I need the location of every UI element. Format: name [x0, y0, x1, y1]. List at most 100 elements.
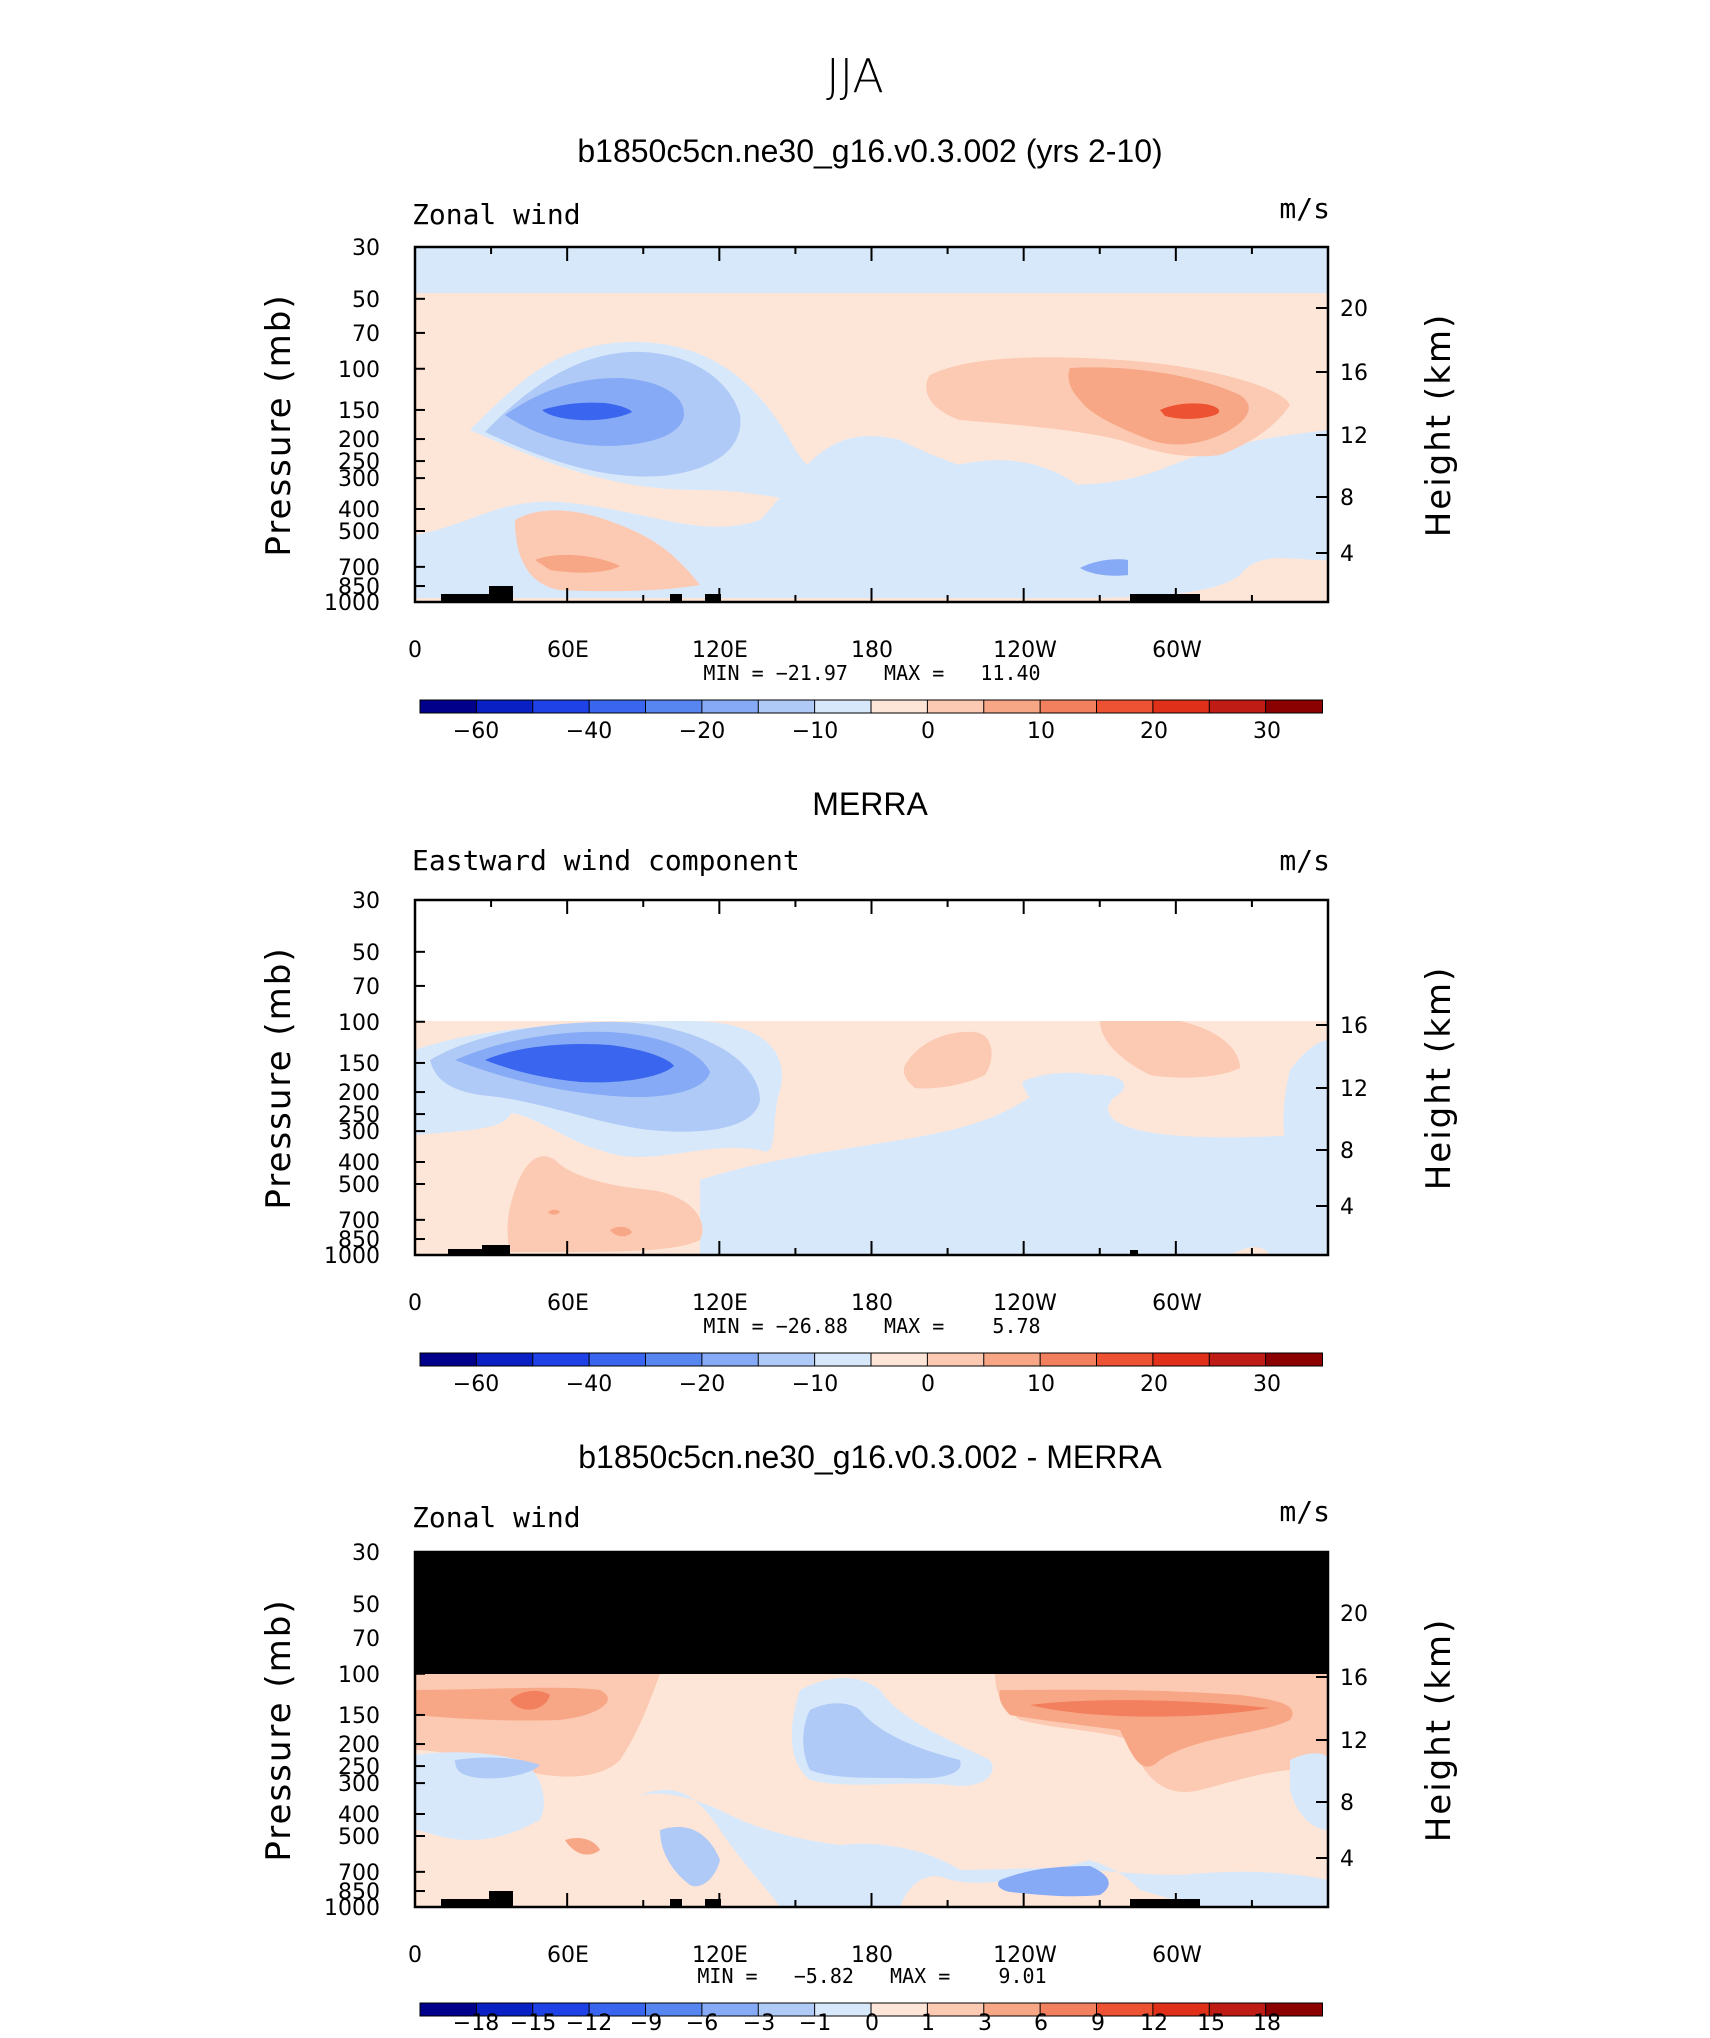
- contour-band-light-blue: [1283, 1040, 1328, 1210]
- y2-tick-label: 8: [1340, 486, 1354, 511]
- colorbar-swatch: [1096, 1352, 1154, 1367]
- y-tick-label: 250: [338, 450, 380, 475]
- colorbar-swatch: [475, 1352, 534, 1367]
- colorbar-swatch: [588, 1352, 647, 1367]
- topography: [705, 594, 721, 602]
- colorbar-label: 20: [1140, 719, 1168, 744]
- topography: [489, 1891, 513, 1907]
- units-label: m/s: [1279, 844, 1330, 877]
- colorbar-swatch: [1265, 2002, 1323, 2017]
- topography: [1130, 1250, 1138, 1255]
- contour-band-mid-blue: [998, 1866, 1109, 1897]
- min-max-stats: MIN = −26.88 MAX = 5.78: [703, 1314, 1040, 1338]
- colorbar-label: −20: [679, 719, 725, 744]
- topography: [441, 1899, 501, 1907]
- x-tick-label: 0: [408, 1291, 422, 1316]
- colorbar-labels: −60 −40 −20 −10 0 10 20 30: [453, 1372, 1281, 1397]
- y-tick-label: 50: [352, 288, 380, 313]
- y2-tick-label: 16: [1340, 1666, 1368, 1691]
- y2-axis: 20 16 12 8 4: [1340, 1602, 1368, 1872]
- y-tick-label: 400: [338, 1803, 380, 1828]
- topography: [670, 1899, 682, 1907]
- y2-axis-label: Height (km): [1419, 1618, 1459, 1843]
- contour-band-blue: [455, 1757, 540, 1779]
- y-tick-label: 50: [352, 1593, 380, 1618]
- y-tick-label: 300: [338, 1120, 380, 1145]
- y2-axis-label: Height (km): [1419, 313, 1459, 538]
- y-axis-label: Pressure (mb): [259, 946, 299, 1209]
- contour-band-light-blue: [1290, 1753, 1328, 1830]
- y-axis: 30 50 70 100 150 200 250 300 400 500 700…: [324, 236, 380, 616]
- y-tick-label: 400: [338, 498, 380, 523]
- colorbar-label: −12: [566, 2011, 612, 2036]
- colorbar-label: −60: [453, 1372, 499, 1397]
- y2-tick-label: 8: [1340, 1791, 1354, 1816]
- y-tick-label: 150: [338, 1704, 380, 1729]
- colorbar-swatch: [1208, 699, 1267, 714]
- y2-tick-label: 20: [1340, 297, 1368, 322]
- y-tick-label: 1000: [324, 1896, 380, 1921]
- colorbar-swatch: [870, 699, 929, 714]
- y-tick-label: 30: [352, 889, 380, 914]
- colorbar-label: 0: [921, 719, 935, 744]
- units-label: m/s: [1279, 1495, 1330, 1528]
- colorbar-swatch: [475, 699, 534, 714]
- colorbar-swatch: [814, 1352, 872, 1367]
- plot-area: [413, 1550, 1330, 1909]
- contour-band-mid: [415, 1687, 608, 1721]
- contour-band-lowlevel-mid: [535, 554, 620, 573]
- y-tick-label: 100: [338, 1663, 380, 1688]
- colorbar-swatch: [532, 1352, 591, 1367]
- y-tick-label: 850: [338, 1228, 380, 1253]
- colorbar-swatch: [532, 699, 591, 714]
- colorbar-label: −6: [686, 2011, 718, 2036]
- contour-band-westerly-light: [903, 1031, 992, 1089]
- colorbar-swatch: [926, 2002, 985, 2017]
- colorbar-labels: −60 −40 −20 −10 0 10 20 30: [453, 719, 1281, 744]
- contour-band-lowlevel-mid: [610, 1226, 632, 1237]
- left-label: Zonal wind: [412, 198, 581, 231]
- colorbar-label: 30: [1253, 1372, 1281, 1397]
- y-tick-label: 250: [338, 1103, 380, 1128]
- y-tick-label: 30: [352, 1541, 380, 1566]
- colorbar-label: 6: [1034, 2011, 1048, 2036]
- topography: [670, 594, 682, 602]
- colorbar-label: −10: [792, 719, 838, 744]
- colorbar-swatch: [814, 699, 872, 714]
- y-tick-label: 100: [338, 1011, 380, 1036]
- colorbar-label: 0: [921, 1372, 935, 1397]
- colorbar-label: 10: [1027, 719, 1055, 744]
- colorbar-label: 3: [978, 2011, 992, 2036]
- colorbar-swatch: [926, 699, 985, 714]
- contour-band-blue: [803, 1703, 961, 1779]
- colorbar-swatch: [1208, 1352, 1267, 1367]
- y2-tick-label: 12: [1340, 1729, 1368, 1754]
- colorbar-swatch: [1152, 699, 1211, 714]
- colorbar-label: 12: [1140, 2011, 1168, 2036]
- colorbar-label: −1: [799, 2011, 831, 2036]
- colorbar-swatch: [1152, 1352, 1211, 1367]
- panel-obs: MERRA Eastward wind component m/s 0: [259, 786, 1459, 1397]
- colorbar-swatch: [870, 1352, 929, 1367]
- colorbar: [419, 699, 1323, 714]
- topography: [441, 594, 501, 602]
- topography: [489, 586, 513, 602]
- x-tick-label: 180: [851, 638, 893, 663]
- colorbar-label: 0: [865, 2011, 879, 2036]
- y2-tick-label: 12: [1340, 424, 1368, 449]
- panel-title: b1850c5cn.ne30_g16.v0.3.002 (yrs 2-10): [577, 133, 1162, 169]
- y2-tick-label: 4: [1340, 1847, 1354, 1872]
- figure-title: JJA: [826, 49, 884, 103]
- colorbar-swatch: [757, 699, 816, 714]
- min-max-stats: MIN = −5.82 MAX = 9.01: [697, 1964, 1046, 1988]
- colorbar-swatch: [645, 699, 703, 714]
- colorbar-swatch: [983, 699, 1042, 714]
- colorbar-swatch: [1039, 1352, 1098, 1367]
- x-axis: 0 60E 120E 180 120W 60W: [408, 638, 1202, 663]
- y2-tick-label: 20: [1340, 1602, 1368, 1627]
- colorbar-swatch: [419, 699, 478, 714]
- x-tick-label: 120E: [692, 1291, 748, 1316]
- contour-band-light-blue: [640, 1789, 1328, 1907]
- x-tick-label: 60E: [547, 1943, 589, 1968]
- x-tick-label: 60E: [547, 638, 589, 663]
